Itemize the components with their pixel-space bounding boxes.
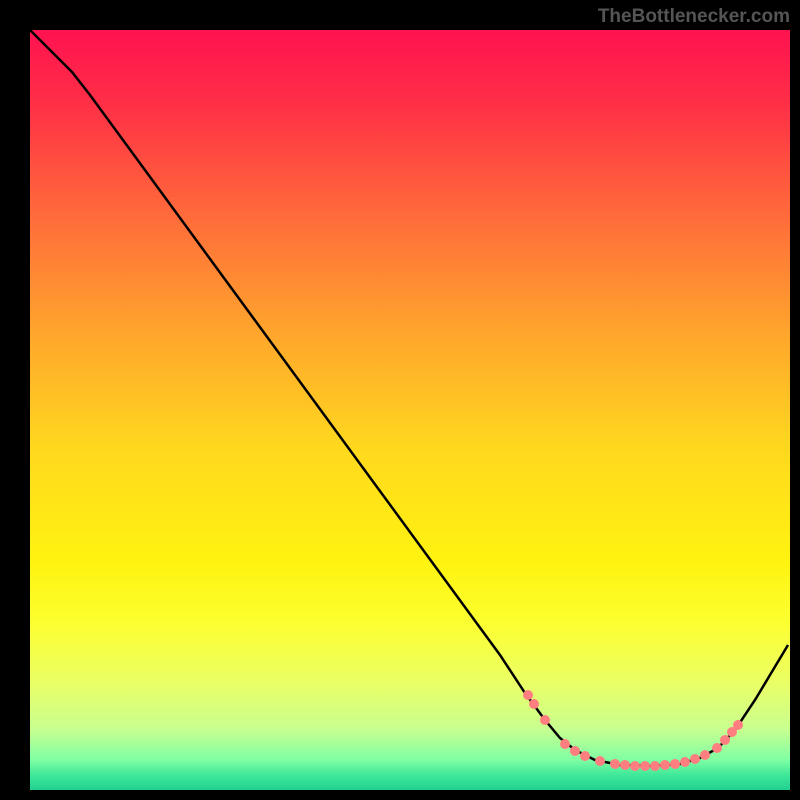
data-point-marker <box>650 761 660 771</box>
watermark-text: TheBottlenecker.com <box>598 6 790 28</box>
data-point-marker <box>595 756 605 766</box>
data-point-marker <box>620 760 630 770</box>
bottleneck-chart <box>0 0 800 800</box>
data-point-marker <box>720 735 730 745</box>
data-point-marker <box>523 690 533 700</box>
data-point-marker <box>712 743 722 753</box>
data-point-marker <box>630 761 640 771</box>
data-point-marker <box>733 720 743 730</box>
chart-container: TheBottlenecker.com <box>0 0 800 800</box>
data-point-marker <box>670 759 680 769</box>
data-point-marker <box>580 751 590 761</box>
data-point-marker <box>529 699 539 709</box>
data-point-marker <box>690 754 700 764</box>
data-point-marker <box>640 761 650 771</box>
data-point-marker <box>700 750 710 760</box>
data-point-marker <box>680 757 690 767</box>
data-point-marker <box>610 759 620 769</box>
data-point-marker <box>570 746 580 756</box>
data-point-marker <box>660 760 670 770</box>
data-point-marker <box>540 715 550 725</box>
heat-gradient-plot <box>30 30 790 790</box>
data-point-marker <box>560 739 570 749</box>
